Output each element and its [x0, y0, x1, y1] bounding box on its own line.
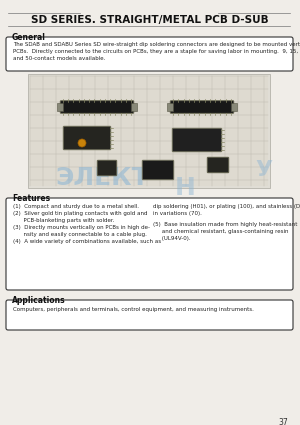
Text: 37: 37 [278, 418, 288, 425]
Bar [28, 74, 270, 188]
Text: (5)  Base insulation made from highly heat-resistant
     and chemical resistant: (5) Base insulation made from highly hea… [153, 222, 297, 241]
FancyBboxPatch shape [6, 198, 293, 290]
Text: General: General [12, 33, 46, 42]
Text: Н: Н [175, 176, 196, 200]
Text: dip soldering (H01), or plating (100), and stainless (DC
in variations (70).: dip soldering (H01), or plating (100), a… [153, 204, 300, 216]
Text: ЭЛЕКТ: ЭЛЕКТ [55, 166, 148, 190]
Bar [231, 103, 237, 111]
Bar [167, 103, 173, 111]
FancyBboxPatch shape [6, 37, 293, 71]
Text: У: У [255, 160, 272, 180]
FancyBboxPatch shape [207, 157, 229, 173]
FancyBboxPatch shape [97, 160, 117, 176]
FancyBboxPatch shape [170, 101, 234, 113]
Bar [57, 103, 63, 111]
FancyBboxPatch shape [6, 300, 293, 330]
Bar [131, 103, 137, 111]
FancyBboxPatch shape [142, 160, 174, 180]
Text: The SDAB and SDABU Series SD wire-straight dip soldering connectors are designed: The SDAB and SDABU Series SD wire-straig… [13, 42, 300, 61]
Bar [30, 76, 268, 186]
Circle shape [78, 139, 86, 147]
Text: Applications: Applications [12, 296, 66, 305]
Text: Features: Features [12, 194, 50, 203]
Text: (1)  Compact and sturdy due to a metal shell.
(2)  Silver gold tin plating conta: (1) Compact and sturdy due to a metal sh… [13, 204, 161, 244]
FancyBboxPatch shape [172, 128, 222, 152]
Text: SD SERIES. STRAIGHT/METAL PCB D-SUB: SD SERIES. STRAIGHT/METAL PCB D-SUB [31, 15, 269, 25]
FancyBboxPatch shape [63, 126, 111, 150]
Text: Computers, peripherals and terminals, control equipment, and measuring instrumen: Computers, peripherals and terminals, co… [13, 307, 254, 312]
FancyBboxPatch shape [60, 101, 134, 113]
